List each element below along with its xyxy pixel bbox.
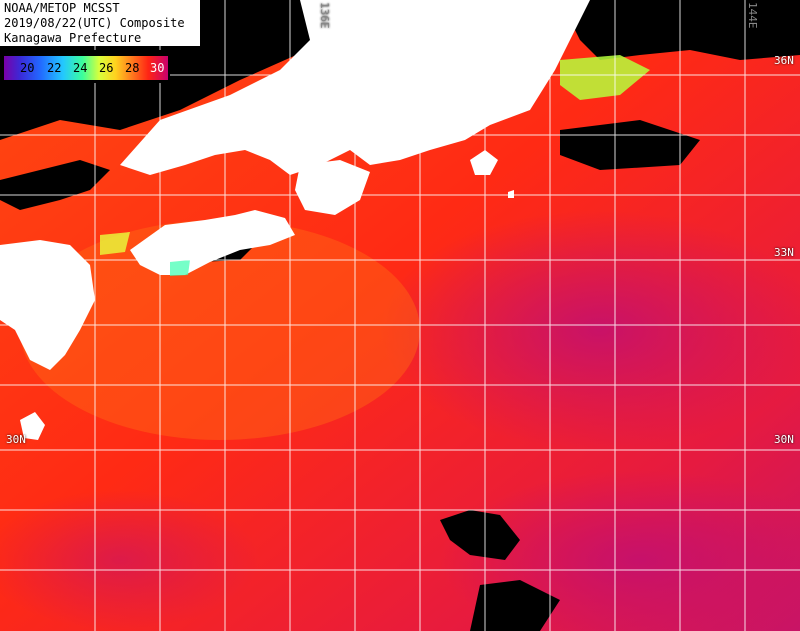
lat-label-30n-left: 30N <box>6 433 26 446</box>
legend-tick-28: 28 <box>125 61 140 75</box>
cool-coastal-water <box>100 55 650 276</box>
map-title-line1: NOAA/METOP MCSST <box>4 1 120 15</box>
lat-label-33n: 33N <box>774 246 794 259</box>
temperature-legend: 20 22 24 26 28 30 <box>0 50 170 83</box>
legend-tick-22: 22 <box>47 61 62 75</box>
lat-label-36n: 36N <box>774 54 794 67</box>
legend-tick-24: 24 <box>73 61 88 75</box>
warm-patch <box>380 210 800 450</box>
legend-tick-26: 26 <box>99 61 114 75</box>
map-title-line2: 2019/08/22(UTC) Composite <box>4 16 185 30</box>
map-title-line3: Kanagawa Prefecture <box>4 31 142 45</box>
legend-color-bar <box>4 56 168 80</box>
map-title-box: NOAA/METOP MCSST 2019/08/22(UTC) Composi… <box>0 0 200 46</box>
legend-tick-20: 20 <box>20 61 35 75</box>
warm-patch <box>0 490 260 630</box>
lon-label-136e: 136E <box>318 2 331 29</box>
lat-label-30n-right: 30N <box>774 433 794 446</box>
lon-label-144e: 144E <box>746 2 759 29</box>
legend-tick-30: 30 <box>150 61 165 75</box>
